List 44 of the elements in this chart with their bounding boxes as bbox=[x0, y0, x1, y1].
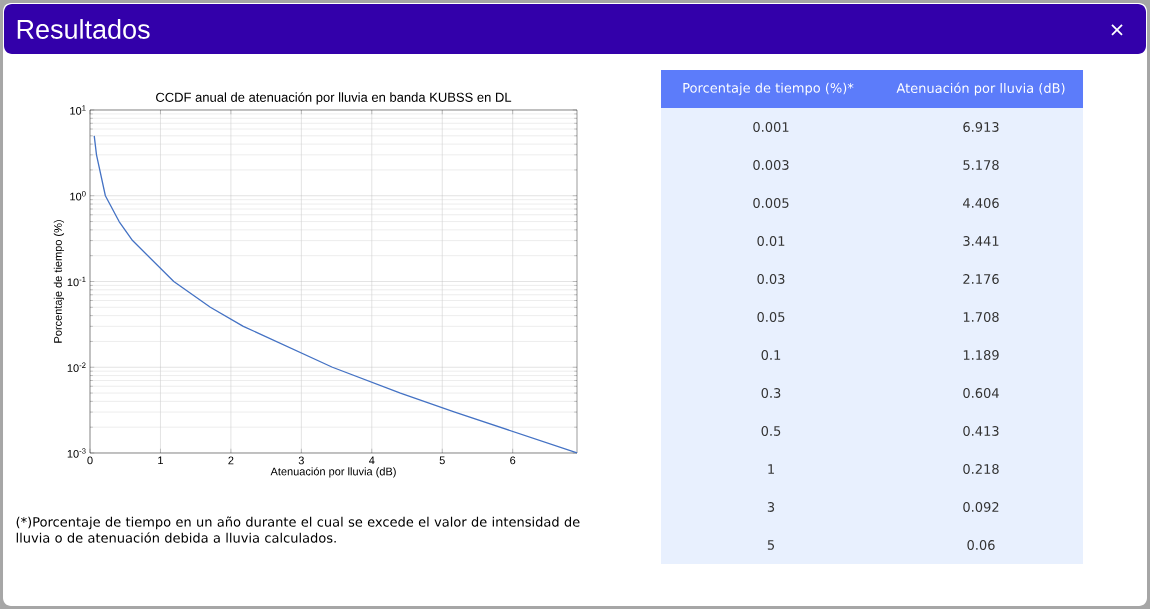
text: 0.3 bbox=[761, 388, 781, 398]
x-tick-label: 5 bbox=[439, 456, 445, 465]
text: Atenuación por lluvia (dB) bbox=[896, 82, 1065, 96]
text: 4.406 bbox=[963, 198, 999, 208]
line-series bbox=[93, 135, 578, 454]
text: 3.441 bbox=[963, 236, 999, 246]
text: 6.913 bbox=[963, 122, 999, 132]
x-tick-label: 2 bbox=[228, 456, 234, 465]
text: Porcentaje de tiempo (%)* bbox=[683, 82, 854, 96]
chart-title: Resultados bbox=[17, 19, 150, 39]
text: 3 bbox=[767, 502, 775, 512]
text: 0.5 bbox=[761, 426, 781, 436]
text: 5 bbox=[767, 540, 775, 550]
y-axis-title: Porcentaje de tiempo (%) bbox=[53, 220, 65, 343]
text: 0.1 bbox=[761, 350, 781, 360]
text: 1.708 bbox=[963, 312, 999, 322]
x-tick-label: 3 bbox=[298, 456, 304, 465]
text: 0.092 bbox=[963, 502, 999, 512]
y-tick-label: 10$^{1}$ bbox=[70, 105, 86, 115]
x-tick-label: 6 bbox=[510, 456, 516, 465]
text: (*)Porcentaje de tiempo en un año durante el cual se excede el valor de intensidad de lluvia o de atenuación debida a lluvia calculados. bbox=[16, 516, 580, 543]
text: 2.176 bbox=[963, 274, 999, 284]
y-tick-label: 10$^{-2}$ bbox=[67, 362, 86, 372]
text: 0.001 bbox=[753, 122, 789, 132]
y-tick-label: 10$^{-3}$ bbox=[67, 448, 86, 458]
y-tick-label: 10$^{-1}$ bbox=[67, 276, 86, 287]
x-tick-label: 0 bbox=[87, 456, 93, 465]
text: 0.06 bbox=[967, 540, 995, 550]
text: 0.05 bbox=[757, 312, 785, 322]
text: 0.005 bbox=[753, 198, 789, 208]
text: 0.413 bbox=[963, 426, 999, 436]
text: 5.178 bbox=[963, 160, 999, 170]
text: 0.604 bbox=[963, 388, 999, 398]
text: 0.03 bbox=[757, 274, 785, 284]
x-axis-title: Atenuación por lluvia (dB) bbox=[270, 467, 396, 478]
text: 1.189 bbox=[963, 350, 999, 360]
text: 0.01 bbox=[757, 236, 785, 246]
chart-subtitle: CCDF anual de atenuación por lluvia en banda KUBSS en DL bbox=[156, 92, 512, 105]
text: 1 bbox=[768, 464, 774, 474]
x-tick-label: 1 bbox=[158, 456, 163, 465]
x-tick-label: 4 bbox=[368, 456, 375, 465]
y-tick-label: 10$^{0}$ bbox=[70, 191, 86, 201]
text: 0.003 bbox=[753, 160, 789, 170]
text: 0.218 bbox=[963, 464, 999, 474]
